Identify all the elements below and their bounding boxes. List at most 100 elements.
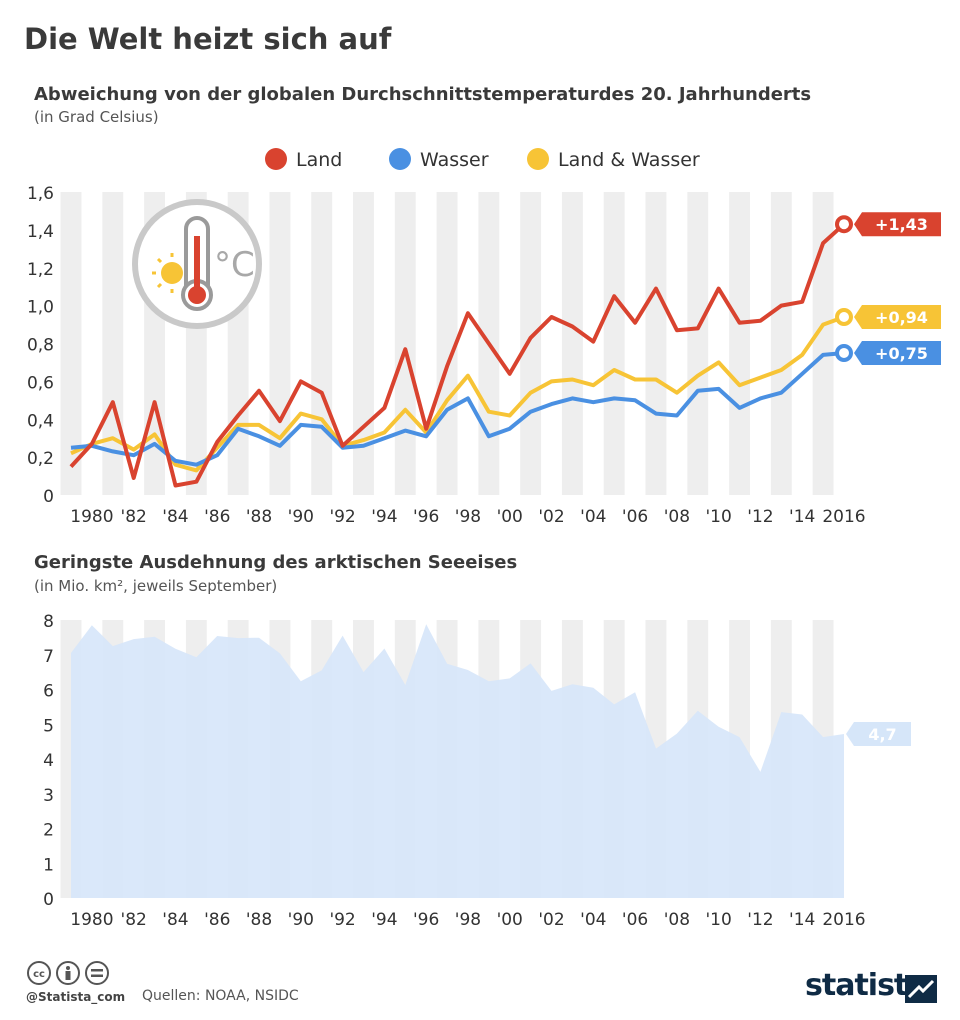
- ice-x-tick-label: '90: [288, 910, 314, 930]
- ice-x-tick-label: '94: [371, 910, 397, 930]
- temp-band: [645, 192, 667, 495]
- temp-band: [561, 192, 583, 495]
- creative-commons-icons: cc: [27, 961, 109, 985]
- legend-marker: [389, 148, 411, 170]
- temp-x-tick-label: '14: [789, 507, 815, 527]
- temp-band: [60, 192, 82, 495]
- temp-x-tick-label: '00: [497, 507, 523, 527]
- temp-y-tick-label: 1,4: [27, 222, 54, 242]
- ice-y-tick-label: 7: [43, 647, 54, 667]
- ice-x-tick-label: 2016: [822, 910, 865, 930]
- temp-band: [269, 192, 291, 495]
- statista-handle: @Statista_com: [26, 990, 126, 1004]
- temp-band: [311, 192, 333, 495]
- series-end-point: [835, 215, 853, 234]
- temp-end-label: +1,43: [875, 215, 928, 234]
- ice-y-tick-label: 4: [43, 751, 54, 771]
- no-derivatives-icon: [85, 961, 109, 985]
- attribution-icon: [56, 961, 80, 985]
- temp-band: [353, 192, 374, 495]
- thermometer-icon: °C: [132, 199, 262, 329]
- ice-x-tick-label: '10: [705, 910, 731, 930]
- chart1-title: Abweichung von der globalen Durchschnitt…: [34, 84, 812, 105]
- temp-x-tick-label: '96: [413, 507, 439, 527]
- ice-y-tick-label: 5: [43, 716, 54, 736]
- chart2-title: Geringste Ausdehnung des arktischen Seee…: [34, 552, 518, 573]
- temp-y-tick-label: 0,6: [27, 373, 54, 393]
- series-line-land-wasser: [70, 315, 845, 473]
- temp-x-tick-label: '84: [162, 507, 188, 527]
- ice-end-label-box: [846, 721, 911, 746]
- ice-y-tick-label: 8: [43, 612, 54, 632]
- ice-y-tick-label: 1: [43, 855, 54, 875]
- temperature-chart: Land Wasser Land & Wasser °C +1,43 +0,75 +0,…: [27, 148, 941, 527]
- temp-end-label: +0,94: [875, 308, 928, 327]
- ice-x-tick-label: '86: [204, 910, 230, 930]
- legend-label: Land: [296, 149, 342, 171]
- ice-x-tick-label: '82: [121, 910, 147, 930]
- ice-x-tick-label: '98: [455, 910, 481, 930]
- ice-x-tick-label: '08: [664, 910, 690, 930]
- temp-x-tick-label: '90: [288, 507, 314, 527]
- ice-x-tick-label: '88: [246, 910, 272, 930]
- ice-y-tick-label: 0: [43, 890, 54, 910]
- ice-x-tick-label: '14: [789, 910, 815, 930]
- temp-x-tick-label: '98: [455, 507, 481, 527]
- temp-x-tick-label: '08: [664, 507, 690, 527]
- sea-ice-area: [71, 624, 844, 898]
- series-end-point: [835, 307, 853, 326]
- source-note: Quellen: NOAA, NSIDC: [142, 988, 299, 1004]
- svg-text:cc: cc: [33, 969, 45, 980]
- chart2-unit: (in Mio. km², jeweils September): [34, 577, 278, 595]
- ice-x-tick-label: 1980: [70, 910, 113, 930]
- statista-logo-icon: [905, 975, 937, 1003]
- temp-y-tick-label: 1,6: [27, 184, 54, 204]
- ice-x-tick-label: '12: [747, 910, 773, 930]
- temp-x-tick-label: '12: [747, 507, 773, 527]
- temp-x-tick-label: '06: [622, 507, 648, 527]
- ice-x-tick-label: '00: [497, 910, 523, 930]
- legend-label: Land & Wasser: [558, 149, 700, 171]
- temp-band: [812, 192, 834, 495]
- cc-icon: cc: [27, 961, 51, 985]
- temp-band: [394, 192, 416, 495]
- ice-x-tick-label: '96: [413, 910, 439, 930]
- ice-x-tick-label: '84: [162, 910, 188, 930]
- sun-icon: [152, 253, 183, 293]
- temp-end-label-box: [854, 212, 941, 237]
- temp-x-tick-label: '04: [580, 507, 606, 527]
- temp-end-label-box: [854, 340, 941, 365]
- temp-y-tick-label: 1,0: [27, 298, 54, 318]
- ice-x-tick-label: '02: [538, 910, 564, 930]
- temp-band: [520, 192, 542, 495]
- temp-y-tick-label: 0,8: [27, 336, 54, 356]
- temp-y-tick-label: 0,2: [27, 449, 54, 469]
- ice-x-tick-label: '04: [580, 910, 606, 930]
- temp-band: [729, 192, 750, 495]
- legend-marker: [527, 148, 549, 170]
- temp-x-tick-label: 2016: [822, 507, 865, 527]
- sea-ice-chart: 4,7 0 1 2 3 4 5 6 7 8 1980 '82 '84 '86 '88 '90 '92 '94 '9…: [43, 612, 911, 930]
- ice-end-label: 4,7: [868, 725, 896, 744]
- series-end-point: [835, 343, 853, 362]
- ice-y-tick-label: 2: [43, 821, 54, 841]
- ice-y-tick-label: 3: [43, 786, 54, 806]
- ice-x-tick-label: '06: [622, 910, 648, 930]
- temp-x-tick-label: '10: [705, 507, 731, 527]
- temp-x-tick-label: '92: [329, 507, 355, 527]
- chart1-unit: (in Grad Celsius): [34, 108, 159, 126]
- svg-text:°C: °C: [214, 245, 255, 285]
- legend-label: Wasser: [420, 149, 489, 171]
- series-line-wasser: [70, 351, 845, 467]
- temp-x-tick-label: '02: [538, 507, 564, 527]
- temp-y-tick-label: 1,2: [27, 260, 54, 280]
- ice-x-tick-label: '92: [329, 910, 355, 930]
- temp-band: [603, 192, 625, 495]
- temp-end-label: +0,75: [875, 344, 928, 363]
- temp-x-tick-label: '82: [121, 507, 147, 527]
- series-line-land: [69, 222, 846, 488]
- legend-marker: [265, 148, 287, 170]
- temp-x-tick-label: '88: [246, 507, 272, 527]
- temp-y-tick-label: 0: [43, 487, 54, 507]
- page-title: Die Welt heizt sich auf: [24, 22, 392, 56]
